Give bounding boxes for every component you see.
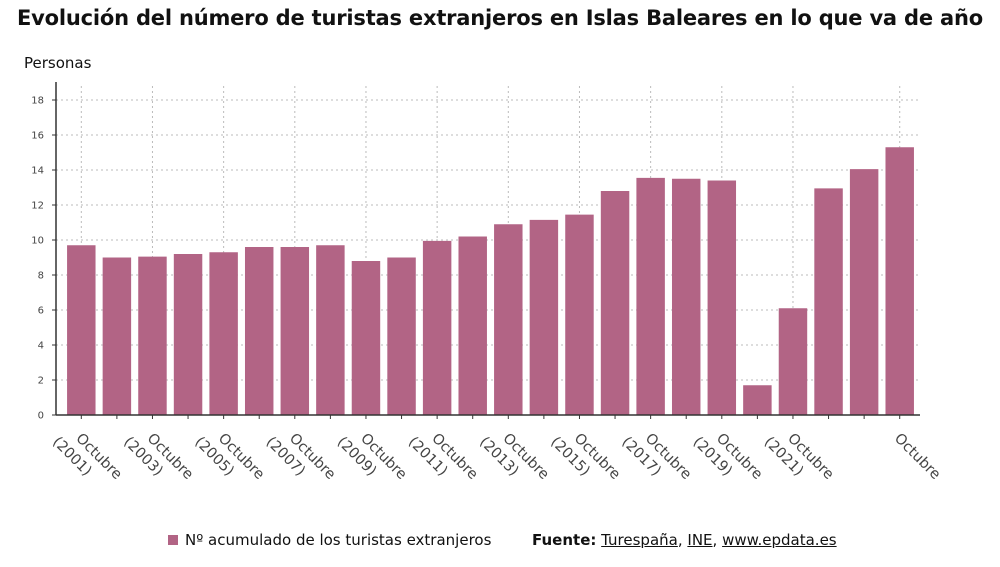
x-tick-label: Octubre(2017)	[618, 421, 694, 497]
bar	[529, 219, 559, 415]
x-tick-label: Octubre(2013)	[476, 421, 552, 497]
bar	[778, 308, 808, 415]
y-tick-label: 2	[38, 376, 44, 387]
bar	[422, 240, 452, 415]
y-tick-label: 14	[31, 166, 44, 177]
y-tick-label: 12	[31, 201, 44, 212]
y-tick-label: 16	[31, 131, 44, 142]
bar	[565, 214, 594, 415]
bar	[244, 247, 274, 415]
y-axis-unit: Personas	[24, 54, 92, 72]
source-separator: ,	[677, 531, 688, 549]
y-tick-label: 0	[38, 411, 44, 422]
bar	[458, 236, 487, 415]
bar	[849, 169, 879, 415]
bars	[67, 147, 914, 415]
x-tick-label: Octubre(2005)	[191, 421, 267, 497]
grid-lines	[56, 86, 920, 415]
y-tick-label: 18	[31, 96, 44, 107]
bar	[102, 257, 132, 415]
bar	[209, 252, 238, 415]
source-link-turespana[interactable]: Turespaña	[601, 531, 678, 549]
bar	[280, 247, 310, 415]
x-tick-label: Octubre(2007)	[263, 421, 339, 497]
x-tick-label: Octubre(2011)	[405, 421, 481, 497]
source-label: Fuente:	[532, 531, 597, 549]
x-tick-label: Octubre(2003)	[120, 421, 196, 497]
bar	[636, 177, 665, 415]
y-tick-labels: 0 2 4 6 8 10 12 14 16 18	[31, 96, 44, 422]
x-tick-label: Octubre	[891, 431, 943, 483]
bar	[814, 188, 843, 415]
bar	[316, 245, 345, 415]
bar	[743, 385, 772, 415]
chart-title: Evolución del número de turistas extranj…	[17, 6, 983, 30]
y-tick-label: 8	[38, 271, 44, 282]
x-tick-label: Octubre(2009)	[334, 421, 410, 497]
x-tick-label: Octubre(2019)	[690, 421, 766, 497]
bar	[387, 257, 416, 415]
x-tick-label: Octubre(2015)	[547, 421, 623, 497]
legend-swatch	[168, 535, 178, 545]
x-tick-label: Octubre(2001)	[49, 421, 125, 497]
source-credit: Fuente: Turespaña, INE, www.epdata.es	[532, 531, 837, 549]
bar	[885, 147, 914, 415]
axes	[52, 82, 920, 419]
bar	[351, 261, 381, 415]
bar	[671, 178, 701, 415]
bar	[494, 224, 523, 415]
bar	[707, 180, 737, 415]
y-tick-label: 6	[38, 306, 44, 317]
y-tick-label: 10	[31, 236, 44, 247]
x-tick-label: Octubre(2021)	[761, 421, 837, 497]
bar	[600, 191, 630, 415]
bar	[67, 245, 96, 415]
legend: Nº acumulado de los turistas extranjeros	[168, 531, 491, 549]
legend-label: Nº acumulado de los turistas extranjeros	[185, 531, 492, 549]
source-link-epdata[interactable]: www.epdata.es	[722, 531, 837, 549]
y-tick-label: 4	[38, 341, 44, 352]
source-separator: ,	[712, 531, 723, 549]
bar	[138, 256, 167, 415]
x-tick-label-line: Octubre	[891, 431, 943, 483]
source-link-ine[interactable]: INE	[687, 531, 713, 549]
x-tick-labels: Octubre(2001) Octubre(2003) Octubre(2005) O…	[49, 421, 943, 497]
bar	[173, 254, 203, 415]
